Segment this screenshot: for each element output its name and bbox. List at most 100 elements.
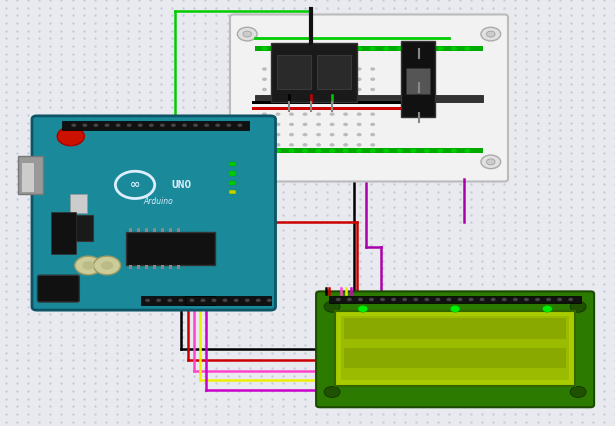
- Bar: [252, 106, 409, 110]
- Circle shape: [215, 124, 220, 127]
- Circle shape: [357, 143, 362, 147]
- Circle shape: [370, 133, 375, 136]
- Circle shape: [370, 46, 376, 51]
- Text: ∞: ∞: [130, 178, 140, 191]
- Circle shape: [289, 133, 294, 136]
- Circle shape: [570, 301, 586, 312]
- Circle shape: [424, 46, 430, 51]
- Circle shape: [370, 149, 376, 153]
- Circle shape: [357, 88, 362, 91]
- Bar: [169, 265, 172, 269]
- Circle shape: [116, 124, 121, 127]
- Bar: [341, 316, 569, 380]
- Bar: [145, 265, 148, 269]
- Circle shape: [424, 298, 429, 301]
- Circle shape: [237, 27, 257, 41]
- Circle shape: [330, 112, 335, 116]
- Circle shape: [243, 159, 252, 165]
- Bar: [252, 101, 409, 104]
- Circle shape: [343, 149, 349, 153]
- Circle shape: [464, 46, 470, 51]
- Circle shape: [330, 88, 335, 91]
- Circle shape: [324, 301, 340, 312]
- Circle shape: [303, 88, 308, 91]
- Circle shape: [57, 127, 84, 146]
- Circle shape: [226, 124, 231, 127]
- Circle shape: [343, 78, 348, 81]
- Circle shape: [357, 123, 362, 126]
- Circle shape: [276, 112, 280, 116]
- Circle shape: [288, 149, 295, 153]
- Circle shape: [410, 46, 416, 51]
- Bar: [229, 190, 236, 194]
- Circle shape: [383, 149, 389, 153]
- Bar: [51, 212, 76, 254]
- Circle shape: [450, 305, 460, 312]
- Circle shape: [330, 78, 335, 81]
- Circle shape: [324, 386, 340, 397]
- Circle shape: [464, 149, 470, 153]
- Circle shape: [568, 298, 573, 301]
- Bar: [402, 41, 435, 118]
- Circle shape: [413, 298, 418, 301]
- Circle shape: [356, 46, 362, 51]
- Bar: [407, 69, 430, 94]
- Circle shape: [330, 143, 335, 147]
- Bar: [161, 228, 164, 232]
- Circle shape: [370, 123, 375, 126]
- Circle shape: [542, 305, 552, 312]
- Circle shape: [380, 298, 385, 301]
- Circle shape: [316, 88, 321, 91]
- Circle shape: [480, 298, 485, 301]
- Bar: [137, 265, 140, 269]
- Bar: [344, 318, 566, 339]
- Circle shape: [330, 123, 335, 126]
- Circle shape: [316, 67, 321, 71]
- Circle shape: [370, 88, 375, 91]
- Circle shape: [212, 299, 216, 302]
- Circle shape: [75, 256, 102, 275]
- Circle shape: [446, 298, 451, 301]
- Circle shape: [303, 133, 308, 136]
- Circle shape: [370, 67, 375, 71]
- Circle shape: [178, 299, 183, 302]
- Circle shape: [370, 78, 375, 81]
- Bar: [277, 55, 311, 89]
- Bar: [125, 232, 215, 265]
- Circle shape: [357, 67, 362, 71]
- Bar: [69, 194, 87, 213]
- Circle shape: [424, 149, 430, 153]
- Circle shape: [302, 46, 308, 51]
- Circle shape: [557, 298, 562, 301]
- Circle shape: [243, 31, 252, 37]
- Circle shape: [193, 124, 198, 127]
- Bar: [153, 228, 156, 232]
- Circle shape: [397, 46, 403, 51]
- Circle shape: [204, 124, 209, 127]
- Circle shape: [357, 78, 362, 81]
- Bar: [161, 265, 164, 269]
- Circle shape: [262, 143, 267, 147]
- Circle shape: [343, 143, 348, 147]
- Circle shape: [245, 299, 250, 302]
- Circle shape: [82, 124, 87, 127]
- Circle shape: [149, 124, 154, 127]
- Circle shape: [262, 67, 267, 71]
- Circle shape: [437, 46, 443, 51]
- Circle shape: [369, 298, 374, 301]
- Circle shape: [356, 149, 362, 153]
- Circle shape: [289, 143, 294, 147]
- Circle shape: [357, 133, 362, 136]
- Circle shape: [358, 298, 363, 301]
- Bar: [177, 228, 180, 232]
- Circle shape: [105, 124, 109, 127]
- Circle shape: [234, 299, 239, 302]
- Bar: [65, 215, 93, 241]
- Circle shape: [256, 299, 261, 302]
- Circle shape: [358, 305, 368, 312]
- Bar: [329, 296, 581, 303]
- Circle shape: [303, 143, 308, 147]
- Circle shape: [288, 46, 295, 51]
- Circle shape: [93, 256, 121, 275]
- Bar: [229, 162, 236, 166]
